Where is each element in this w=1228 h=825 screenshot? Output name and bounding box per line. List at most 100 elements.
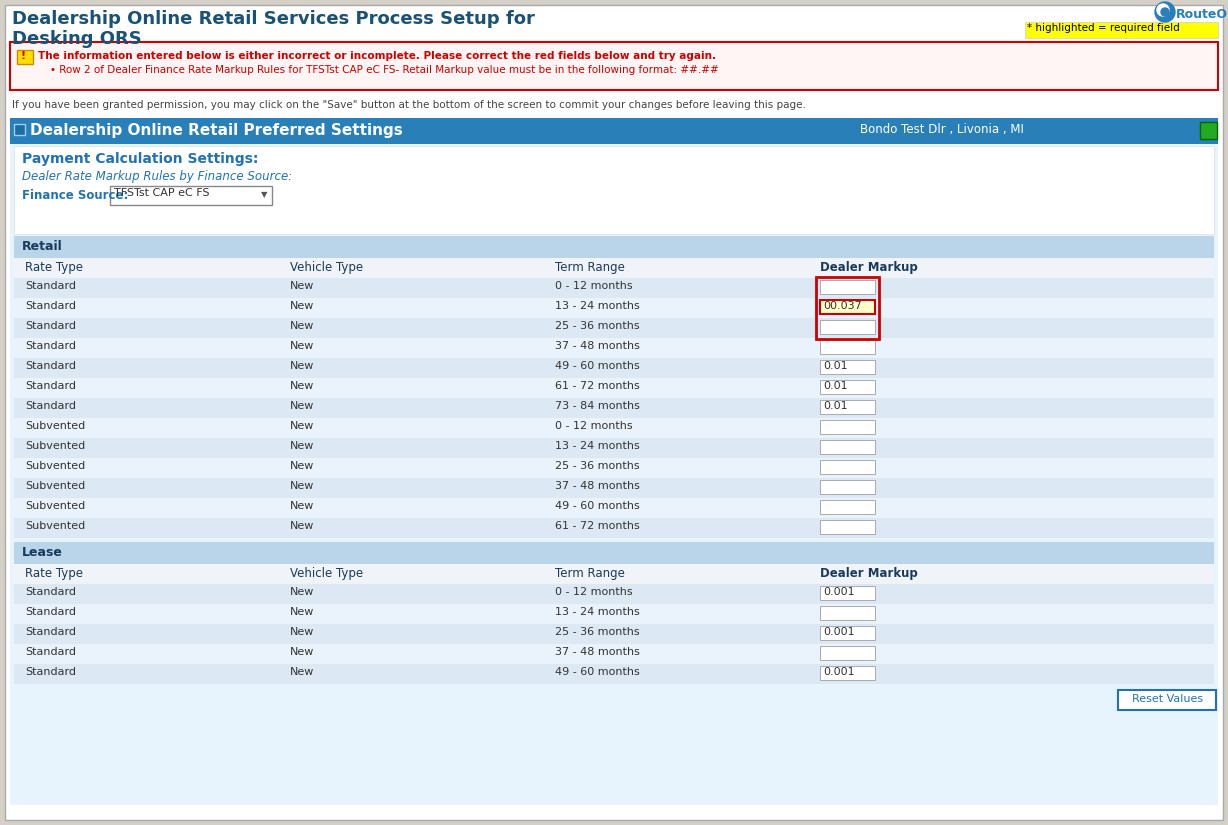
Text: Payment Calculation Settings:: Payment Calculation Settings:	[22, 152, 258, 166]
Text: 49 - 60 months: 49 - 60 months	[555, 501, 640, 511]
Text: 37 - 48 months: 37 - 48 months	[555, 647, 640, 657]
FancyBboxPatch shape	[820, 480, 876, 494]
Text: 73 - 84 months: 73 - 84 months	[555, 401, 640, 411]
FancyBboxPatch shape	[14, 258, 1214, 278]
Text: New: New	[290, 321, 314, 331]
FancyBboxPatch shape	[5, 5, 1223, 820]
Text: Vehicle Type: Vehicle Type	[290, 261, 363, 274]
FancyBboxPatch shape	[14, 604, 1214, 624]
FancyBboxPatch shape	[10, 42, 1218, 90]
FancyBboxPatch shape	[10, 118, 1218, 144]
FancyBboxPatch shape	[14, 418, 1214, 438]
Text: 0.01: 0.01	[823, 381, 847, 391]
Text: 13 - 24 months: 13 - 24 months	[555, 441, 640, 451]
Text: Lease: Lease	[22, 546, 63, 559]
Text: Standard: Standard	[25, 301, 76, 311]
FancyBboxPatch shape	[14, 278, 1214, 298]
Text: • Row 2 of Dealer Finance Rate Markup Rules for TFSTst CAP eC FS- Retail Markup : • Row 2 of Dealer Finance Rate Markup Ru…	[50, 65, 718, 75]
FancyBboxPatch shape	[820, 320, 876, 334]
Text: New: New	[290, 667, 314, 677]
FancyBboxPatch shape	[14, 378, 1214, 398]
FancyBboxPatch shape	[820, 606, 876, 620]
Text: 0 - 12 months: 0 - 12 months	[555, 421, 632, 431]
FancyBboxPatch shape	[820, 460, 876, 474]
Text: 61 - 72 months: 61 - 72 months	[555, 521, 640, 531]
Text: 49 - 60 months: 49 - 60 months	[555, 667, 640, 677]
FancyBboxPatch shape	[820, 360, 876, 374]
Text: If you have been granted permission, you may click on the "Save" button at the b: If you have been granted permission, you…	[12, 100, 806, 110]
FancyBboxPatch shape	[14, 644, 1214, 664]
FancyBboxPatch shape	[820, 300, 876, 314]
Text: Bondo Test Dlr , Livonia , MI: Bondo Test Dlr , Livonia , MI	[860, 123, 1024, 136]
FancyBboxPatch shape	[1025, 22, 1218, 38]
FancyBboxPatch shape	[820, 500, 876, 514]
Text: 37 - 48 months: 37 - 48 months	[555, 341, 640, 351]
FancyBboxPatch shape	[14, 518, 1214, 538]
Text: Subvented: Subvented	[25, 501, 85, 511]
Text: Desking ORS: Desking ORS	[12, 30, 141, 48]
Text: Standard: Standard	[25, 401, 76, 411]
Text: 61 - 72 months: 61 - 72 months	[555, 381, 640, 391]
Text: ▼: ▼	[260, 191, 268, 200]
Text: !: !	[21, 51, 26, 61]
Text: New: New	[290, 421, 314, 431]
Text: Standard: Standard	[25, 381, 76, 391]
Circle shape	[1160, 8, 1169, 16]
Text: Standard: Standard	[25, 341, 76, 351]
Text: New: New	[290, 281, 314, 291]
FancyBboxPatch shape	[14, 478, 1214, 498]
Text: RouteOne: RouteOne	[1176, 8, 1228, 21]
Text: 0.001: 0.001	[823, 587, 855, 597]
Text: Dealer Markup: Dealer Markup	[820, 567, 917, 580]
FancyBboxPatch shape	[14, 318, 1214, 338]
Text: New: New	[290, 627, 314, 637]
FancyBboxPatch shape	[14, 358, 1214, 378]
Text: 37 - 48 months: 37 - 48 months	[555, 481, 640, 491]
FancyBboxPatch shape	[14, 624, 1214, 644]
Text: Reset Values: Reset Values	[1132, 694, 1203, 704]
Text: 00.037: 00.037	[823, 301, 862, 311]
Text: New: New	[290, 401, 314, 411]
Text: Standard: Standard	[25, 667, 76, 677]
Text: 0 - 12 months: 0 - 12 months	[555, 281, 632, 291]
Text: New: New	[290, 481, 314, 491]
Text: Retail: Retail	[22, 240, 63, 253]
FancyBboxPatch shape	[14, 584, 1214, 604]
Text: Standard: Standard	[25, 321, 76, 331]
FancyBboxPatch shape	[14, 236, 1214, 258]
FancyBboxPatch shape	[10, 144, 1218, 805]
FancyBboxPatch shape	[820, 666, 876, 680]
FancyBboxPatch shape	[14, 458, 1214, 478]
Text: New: New	[290, 461, 314, 471]
Text: 25 - 36 months: 25 - 36 months	[555, 627, 640, 637]
FancyBboxPatch shape	[820, 340, 876, 354]
Text: 49 - 60 months: 49 - 60 months	[555, 361, 640, 371]
FancyBboxPatch shape	[820, 646, 876, 660]
Text: Rate Type: Rate Type	[25, 567, 84, 580]
Text: * highlighted = required field: * highlighted = required field	[1027, 23, 1180, 33]
Text: 13 - 24 months: 13 - 24 months	[555, 607, 640, 617]
FancyBboxPatch shape	[820, 420, 876, 434]
Text: Subvented: Subvented	[25, 421, 85, 431]
FancyBboxPatch shape	[14, 542, 1214, 564]
Text: Dealer Markup: Dealer Markup	[820, 261, 917, 274]
Text: Standard: Standard	[25, 647, 76, 657]
Text: New: New	[290, 501, 314, 511]
Text: Dealer Rate Markup Rules by Finance Source:: Dealer Rate Markup Rules by Finance Sour…	[22, 170, 292, 183]
Text: 13 - 24 months: 13 - 24 months	[555, 301, 640, 311]
Text: New: New	[290, 341, 314, 351]
FancyBboxPatch shape	[14, 664, 1214, 684]
FancyBboxPatch shape	[1200, 122, 1217, 139]
Text: New: New	[290, 301, 314, 311]
FancyBboxPatch shape	[820, 380, 876, 394]
Text: Standard: Standard	[25, 587, 76, 597]
Text: Subvented: Subvented	[25, 521, 85, 531]
FancyBboxPatch shape	[14, 498, 1214, 518]
FancyBboxPatch shape	[820, 626, 876, 640]
FancyBboxPatch shape	[111, 186, 271, 205]
Circle shape	[1157, 4, 1169, 16]
Circle shape	[1156, 2, 1175, 22]
Text: Dealership Online Retail Preferred Settings: Dealership Online Retail Preferred Setti…	[29, 123, 403, 138]
FancyBboxPatch shape	[820, 520, 876, 534]
Text: New: New	[290, 647, 314, 657]
